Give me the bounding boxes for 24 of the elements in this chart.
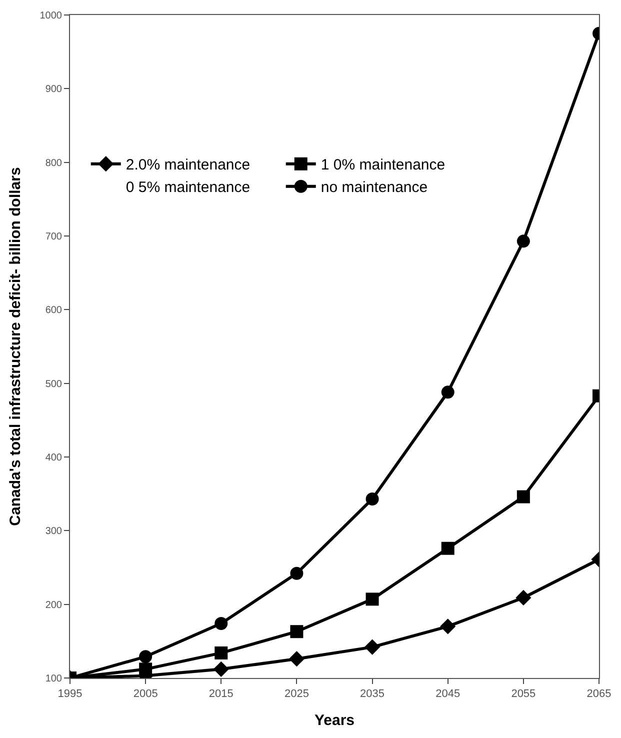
legend-label: 2.0% maintenance	[126, 156, 250, 174]
text: 0 5% maintenance	[126, 179, 250, 196]
y-tick-label: 100	[45, 674, 62, 684]
x-tick-label: 2045	[436, 688, 460, 700]
x-tick-label: 2005	[133, 688, 158, 700]
x-axis-title: Years	[314, 712, 355, 730]
y-tick-label: 600	[45, 305, 62, 316]
y-tick-label: 300	[45, 526, 62, 538]
y-axis-title: Canada's total infrastructure deficit- billion dollars	[7, 167, 24, 526]
x-tick-label: 2055	[511, 688, 536, 700]
x-tick-label: 2065	[586, 688, 612, 700]
y-tick-label: 400	[45, 452, 62, 464]
x-tick-label: 2025	[284, 688, 309, 700]
y-tick-label: 200	[45, 600, 62, 611]
x-tick-label: 2015	[208, 688, 234, 700]
y-tick-label: 900	[45, 84, 62, 96]
y-tick-label: 800	[45, 158, 62, 169]
y-tick-label: 700	[45, 232, 62, 242]
x-tick-label: 1995	[58, 688, 82, 700]
legend-label: 1 0% maintenance	[320, 156, 446, 174]
legend-label: no maintenance	[320, 179, 428, 196]
y-tick-label: 1000	[40, 10, 62, 22]
x-tick-label: 2035	[360, 688, 385, 700]
y-tick-label: 500	[45, 378, 62, 390]
